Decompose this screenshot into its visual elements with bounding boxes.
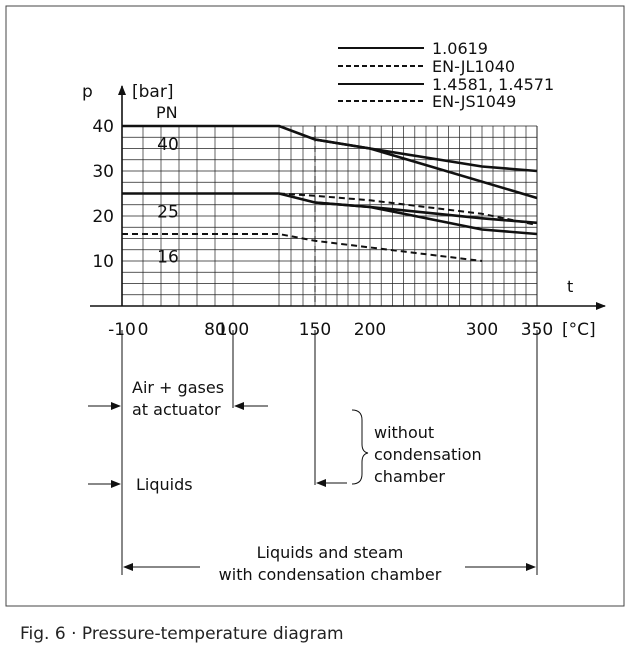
without-label-1: without bbox=[374, 423, 434, 442]
y-axis-unit: [bar] bbox=[132, 82, 173, 102]
legend-label-4: EN-JS1049 bbox=[432, 92, 516, 111]
legend-label-1: 1.0619 bbox=[432, 39, 488, 58]
pn-class-40: 40 bbox=[157, 135, 179, 155]
pn-class-16: 16 bbox=[157, 248, 179, 268]
y-tick-label: 30 bbox=[92, 162, 114, 182]
air-gases-label-2: at actuator bbox=[132, 400, 221, 419]
pn-class-labels: 40 25 16 bbox=[157, 135, 179, 268]
x-tick-label: 0 bbox=[138, 320, 149, 340]
pn-label: PN bbox=[156, 103, 178, 122]
liquids-steam-label-1: Liquids and steam bbox=[257, 543, 404, 562]
x-tick-label: 80 bbox=[204, 320, 226, 340]
series-line-4 bbox=[314, 201, 538, 236]
x-axis-symbol: t bbox=[567, 277, 573, 296]
legend-label-3: 1.4581, 1.4571 bbox=[432, 75, 554, 94]
pn-class-25: 25 bbox=[157, 203, 179, 223]
y-tick-label: 20 bbox=[92, 207, 114, 227]
figure-caption: Fig. 6 · Pressure-temperature diagram bbox=[20, 624, 344, 644]
liquids-steam-label-2: with condensation chamber bbox=[219, 565, 442, 584]
air-gases-label-1: Air + gases bbox=[132, 378, 224, 397]
without-label-2: condensation bbox=[374, 445, 482, 464]
series-line-6 bbox=[278, 192, 538, 226]
series-lines bbox=[122, 124, 538, 262]
liquids-label: Liquids bbox=[136, 475, 193, 494]
y-tick-label: 10 bbox=[92, 252, 114, 272]
brace bbox=[351, 409, 369, 485]
y-axis-symbol: p bbox=[82, 82, 93, 102]
usage-annotations: Air + gases at actuator without condensa… bbox=[88, 330, 538, 584]
figure-frame bbox=[5, 5, 625, 607]
x-tick-label: 200 bbox=[354, 320, 386, 340]
series-line-5 bbox=[122, 233, 483, 262]
legend: 1.0619 EN-JL1040 1.4581, 1.4571 EN-JS104… bbox=[338, 39, 554, 111]
grid bbox=[122, 125, 538, 307]
x-tick-label: 300 bbox=[466, 320, 498, 340]
legend-label-2: EN-JL1040 bbox=[432, 57, 515, 76]
without-label-3: chamber bbox=[374, 467, 445, 486]
y-tick-label: 40 bbox=[92, 117, 114, 137]
series-line-3 bbox=[314, 138, 538, 200]
x-axis-unit: [°C] bbox=[562, 320, 596, 340]
